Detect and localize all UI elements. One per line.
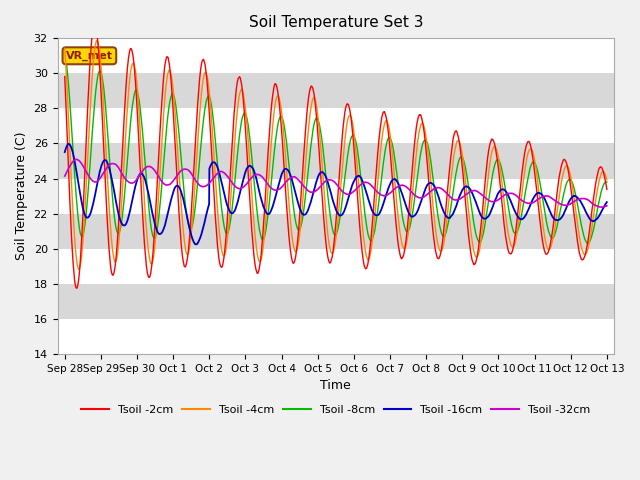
Bar <box>58 144 614 179</box>
Bar <box>58 179 614 214</box>
X-axis label: Time: Time <box>321 379 351 392</box>
Bar <box>58 214 614 249</box>
Bar <box>58 284 614 319</box>
Bar <box>58 319 614 354</box>
Y-axis label: Soil Temperature (C): Soil Temperature (C) <box>15 132 28 260</box>
Text: VR_met: VR_met <box>66 51 113 61</box>
Legend: Tsoil -2cm, Tsoil -4cm, Tsoil -8cm, Tsoil -16cm, Tsoil -32cm: Tsoil -2cm, Tsoil -4cm, Tsoil -8cm, Tsoi… <box>77 401 595 420</box>
Bar <box>58 108 614 144</box>
Bar <box>58 249 614 284</box>
Bar <box>58 73 614 108</box>
Title: Soil Temperature Set 3: Soil Temperature Set 3 <box>248 15 423 30</box>
Bar <box>58 38 614 73</box>
